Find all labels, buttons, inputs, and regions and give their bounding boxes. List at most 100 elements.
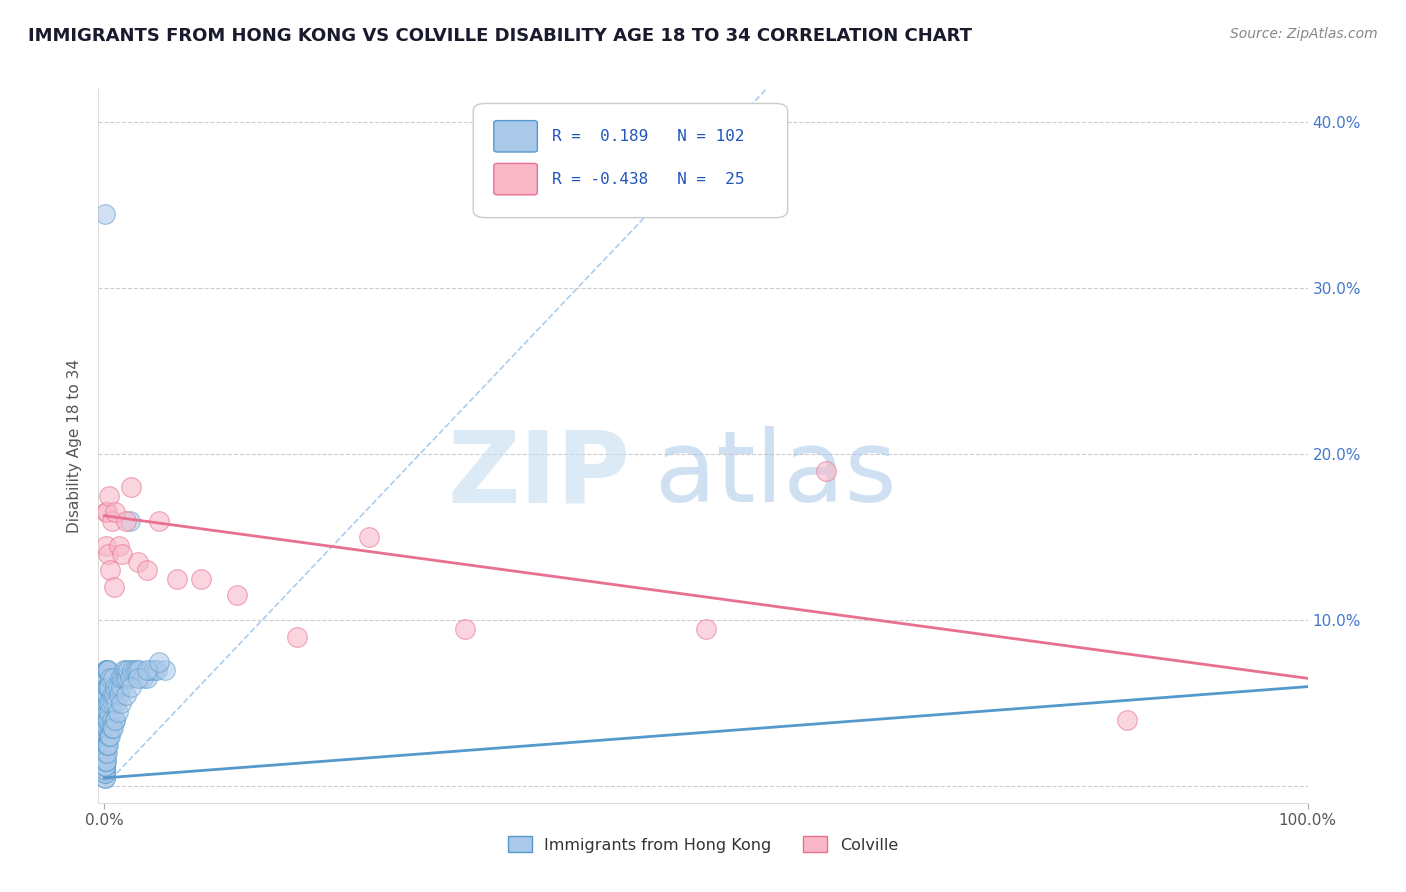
Point (94, 730, 117, 744)
Text: R = -0.438   N =  25: R = -0.438 N = 25 (551, 171, 744, 186)
Point (132, 671, 155, 685)
Point (94, 680, 117, 694)
Point (94, 754, 117, 768)
Point (695, 622, 717, 636)
Point (94, 721, 117, 735)
Point (190, 572, 212, 586)
Point (104, 505, 127, 519)
Point (100, 713, 122, 727)
Point (93, 771, 115, 785)
Point (100, 688, 122, 702)
Point (94, 696, 117, 710)
Text: R =  0.189   N = 102: R = 0.189 N = 102 (551, 128, 744, 144)
Point (96, 705, 118, 719)
Point (225, 588, 247, 602)
Point (94, 539, 117, 553)
Point (100, 696, 122, 710)
Point (94, 754, 117, 768)
Point (103, 580, 125, 594)
Point (107, 680, 129, 694)
Y-axis label: Disability Age 18 to 34: Disability Age 18 to 34 (67, 359, 83, 533)
Point (815, 464, 838, 478)
Legend: Immigrants from Hong Kong, Colville: Immigrants from Hong Kong, Colville (501, 830, 905, 859)
Point (107, 705, 129, 719)
Point (142, 663, 165, 677)
Point (96, 663, 118, 677)
Point (108, 539, 131, 553)
Point (96, 754, 118, 768)
Point (98, 489, 121, 503)
Point (98, 730, 121, 744)
Point (94, 746, 117, 760)
Point (96, 505, 118, 519)
Point (111, 671, 134, 685)
Point (115, 514, 138, 528)
Point (120, 680, 142, 694)
Point (94, 754, 117, 768)
Point (146, 663, 169, 677)
Point (117, 663, 139, 677)
Point (94, 763, 117, 777)
Point (135, 671, 157, 685)
Point (359, 530, 381, 544)
Point (111, 547, 134, 561)
Point (103, 688, 125, 702)
Point (94, 766, 117, 780)
Point (96, 738, 118, 752)
Point (94, 696, 117, 710)
Point (94, 759, 117, 773)
Point (166, 572, 188, 586)
Point (1116, 713, 1139, 727)
Point (94, 746, 117, 760)
Point (100, 730, 122, 744)
Point (100, 721, 122, 735)
Point (93, 763, 115, 777)
Point (94, 754, 117, 768)
Point (115, 663, 138, 677)
Point (148, 514, 170, 528)
Point (110, 680, 132, 694)
Point (94, 663, 117, 677)
Point (96, 688, 118, 702)
Point (98, 730, 121, 744)
Point (127, 555, 149, 569)
Point (97, 738, 120, 752)
Point (104, 713, 127, 727)
Point (94, 688, 117, 702)
Point (94, 766, 117, 780)
Point (94, 759, 117, 773)
Point (96, 688, 118, 702)
Point (94, 713, 117, 727)
Point (93, 771, 115, 785)
Point (115, 688, 138, 702)
Point (121, 663, 143, 677)
Point (125, 663, 148, 677)
Point (97, 547, 120, 561)
Point (96, 713, 118, 727)
Text: Source: ZipAtlas.com: Source: ZipAtlas.com (1230, 27, 1378, 41)
Point (94, 705, 117, 719)
Point (104, 713, 127, 727)
Point (108, 671, 131, 685)
Point (127, 671, 149, 685)
Point (139, 663, 162, 677)
FancyBboxPatch shape (494, 163, 537, 194)
Point (93, 746, 115, 760)
Point (117, 671, 139, 685)
Point (100, 721, 122, 735)
Point (94, 680, 117, 694)
Point (120, 481, 142, 495)
Point (108, 688, 131, 702)
Point (114, 671, 136, 685)
Point (118, 514, 141, 528)
Point (104, 680, 127, 694)
Point (96, 663, 118, 677)
Point (94, 207, 117, 221)
Point (96, 713, 118, 727)
Point (96, 746, 118, 760)
Point (100, 514, 122, 528)
Text: ZIP: ZIP (447, 426, 630, 523)
Point (97, 680, 120, 694)
Point (93, 754, 115, 768)
Point (101, 671, 124, 685)
